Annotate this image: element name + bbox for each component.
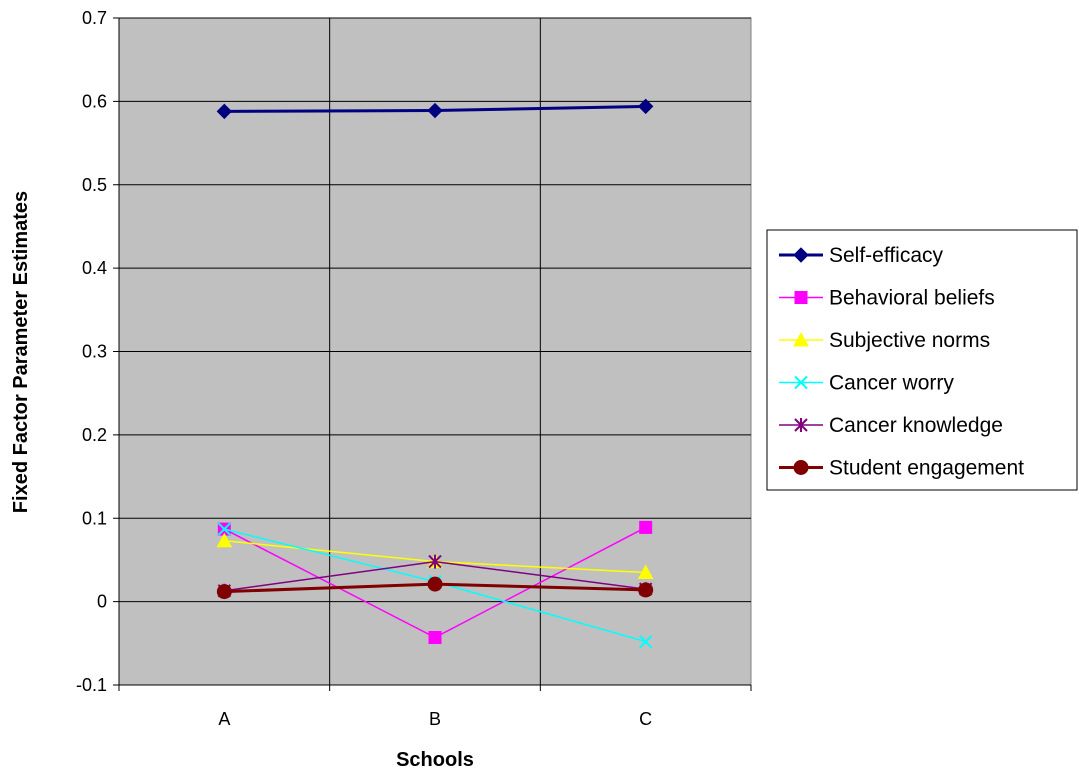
series-student-engagement bbox=[216, 576, 654, 600]
legend-swatch-marker bbox=[794, 291, 808, 304]
data-point-subjective-norms bbox=[216, 532, 233, 548]
data-point-cancer-worry bbox=[217, 522, 232, 536]
legend-swatch-marker bbox=[794, 375, 808, 390]
legend-swatch-marker bbox=[794, 418, 808, 432]
legend-swatch-marker bbox=[793, 460, 809, 475]
y-tick-label: 0.4 bbox=[82, 258, 107, 278]
legend-item-behavioral-beliefs: Behavioral beliefs bbox=[779, 287, 995, 310]
data-point-self-efficacy bbox=[427, 102, 443, 119]
data-point-self-efficacy bbox=[216, 103, 233, 120]
y-tick-label: 0.7 bbox=[82, 8, 107, 28]
axes: 0.7 0.6 0.5 0.4 0.3 0.2 0.1 0 -0.1 A B C bbox=[76, 8, 752, 729]
data-point-self-efficacy bbox=[637, 98, 654, 115]
y-tick-label: 0.6 bbox=[82, 91, 107, 111]
y-tick-label: 0 bbox=[97, 592, 107, 612]
y-axis-title: Fixed Factor Parameter Estimates bbox=[10, 191, 32, 513]
legend-item-self-efficacy: Self-efficacy bbox=[779, 244, 943, 267]
legend-label: Self-efficacy bbox=[829, 244, 943, 267]
y-tick-label: 0.5 bbox=[82, 175, 107, 195]
y-tick-label: -0.1 bbox=[76, 675, 107, 695]
data-point-behavioral-beliefs bbox=[639, 520, 653, 534]
legend-label: Cancer knowledge bbox=[829, 414, 1003, 437]
legend-item-student-engagement: Student engagement bbox=[779, 457, 1024, 480]
legend-swatch-marker bbox=[793, 331, 809, 347]
legend-label: Subjective norms bbox=[829, 329, 990, 352]
data-point-cancer-knowledge bbox=[428, 554, 442, 569]
series-self-efficacy bbox=[216, 98, 654, 120]
legend-item-subjective-norms: Subjective norms bbox=[779, 329, 990, 352]
data-point-subjective-norms bbox=[637, 564, 654, 579]
data-point-student-engagement bbox=[638, 582, 654, 598]
x-axis-title: Schools bbox=[396, 749, 474, 771]
legend-label: Behavioral beliefs bbox=[829, 287, 995, 310]
y-tick-label: 0.1 bbox=[82, 508, 107, 528]
legend-item-cancer-worry: Cancer worry bbox=[779, 372, 954, 395]
series-layer bbox=[216, 98, 654, 649]
data-point-student-engagement bbox=[427, 576, 443, 592]
legend-swatch-marker bbox=[793, 247, 809, 263]
y-tick-label: 0.2 bbox=[82, 425, 107, 445]
x-tick-label: B bbox=[429, 709, 441, 729]
legend-label: Cancer worry bbox=[829, 372, 954, 395]
legend-box bbox=[766, 229, 1078, 491]
y-tick-label: 0.3 bbox=[82, 342, 107, 362]
data-point-behavioral-beliefs bbox=[428, 630, 442, 644]
x-tick-label: A bbox=[218, 709, 230, 729]
legend-item-cancer-knowledge: Cancer knowledge bbox=[779, 414, 1003, 437]
data-point-student-engagement bbox=[216, 584, 232, 600]
legend: Self-efficacy Behavioral beliefs Subjectiv… bbox=[766, 229, 1078, 491]
data-point-cancer-worry bbox=[638, 634, 653, 649]
x-tick-label: C bbox=[639, 709, 652, 729]
legend-label: Student engagement bbox=[829, 457, 1024, 480]
